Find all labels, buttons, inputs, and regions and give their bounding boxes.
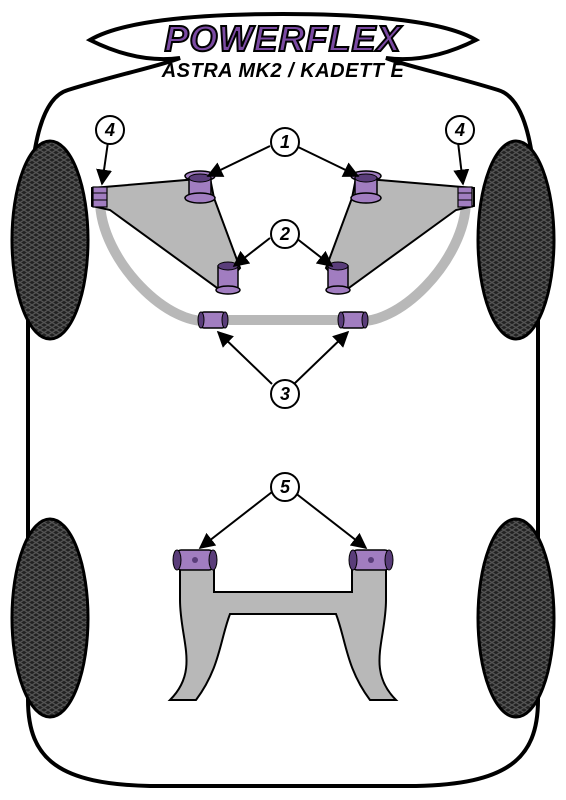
tire-rr [478,519,554,717]
bush-2-right [326,262,350,294]
subtitle: ASTRA MK2 / KADETT E [162,60,405,83]
diagram-stage: POWERFLEX ASTRA MK2 / KADETT E 1 2 3 4 4… [0,0,566,800]
bush-2-left [216,262,240,294]
bush-3-right [338,312,368,328]
tire-fl [12,141,88,339]
bush-4-left [93,187,107,207]
brand-text: POWERFLEX [164,18,401,59]
bush-5-left [173,550,217,570]
callout-2: 2 [270,219,300,249]
callout-3: 3 [270,379,300,409]
callout-3-label: 3 [280,384,290,405]
callout-2-label: 2 [280,224,290,245]
brand-logo: POWERFLEX [164,18,401,60]
callout-4r-label: 4 [455,120,465,141]
callout-4-right: 4 [445,115,475,145]
bush-5-right [349,550,393,570]
tire-rl [12,519,88,717]
callout-4l-label: 4 [105,120,115,141]
bush-3-left [198,312,228,328]
callout-5-label: 5 [280,477,290,498]
rear-beam [170,552,396,700]
bush-4-right [458,187,472,207]
callout-1: 1 [270,127,300,157]
tire-fr [478,141,554,339]
callout-1-label: 1 [280,132,290,153]
callout-5: 5 [270,472,300,502]
callout-4-left: 4 [95,115,125,145]
